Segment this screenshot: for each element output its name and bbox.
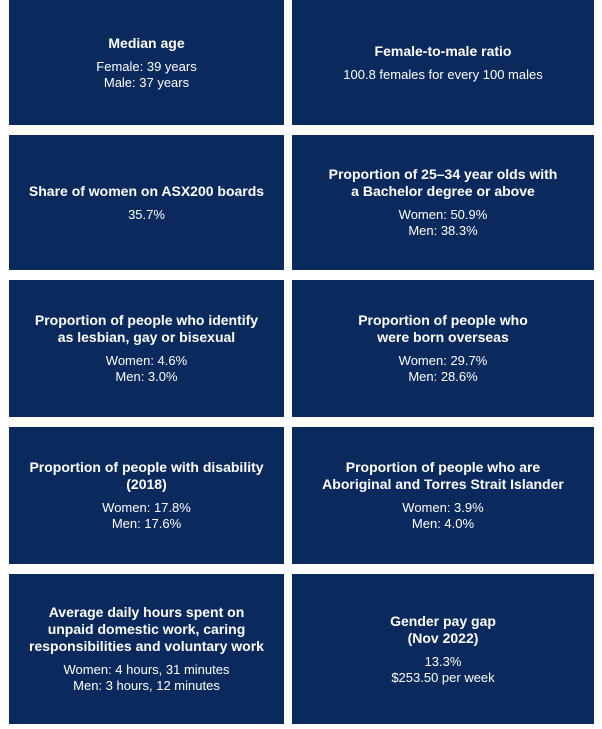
- card-value: Women: 3.9%: [402, 500, 484, 515]
- card-value: $253.50 per week: [391, 669, 495, 685]
- card-value: 13.3%: [424, 653, 462, 669]
- card-title: Median age: [108, 34, 185, 51]
- card-value: Women: 29.7%: [398, 353, 488, 368]
- card-value: 35.7%: [128, 206, 165, 222]
- card-median-age: Median age Female: 39 years Male: 37 yea…: [9, 0, 284, 125]
- card-title: Female-to-male ratio: [374, 42, 512, 59]
- card-value: Men: 3.0%: [115, 369, 178, 384]
- card-value: Men: 17.6%: [111, 516, 182, 531]
- card-title: Proportion of people with disability (20…: [29, 459, 264, 492]
- card-value: Women: 17.8%: [102, 500, 191, 515]
- card-unpaid-work-hours: Average daily hours spent on unpaid dome…: [9, 574, 284, 724]
- card-gender-pay-gap: Gender pay gap (Nov 2022) 13.3% $253.50 …: [292, 574, 594, 724]
- card-female-male-ratio: Female-to-male ratio 100.8 females for e…: [292, 0, 594, 125]
- card-title: Proportion of people who are Aboriginal …: [322, 459, 564, 492]
- card-title: Share of women on ASX200 boards: [28, 182, 265, 199]
- card-title: Gender pay gap (Nov 2022): [390, 612, 496, 646]
- card-disability: Proportion of people with disability (20…: [9, 427, 284, 564]
- card-value: Women: 50.9%: [398, 207, 488, 222]
- card-value: Female: 39 years: [96, 58, 197, 74]
- card-value: Men: 4.0%: [411, 516, 475, 531]
- card-value: Men: 38.3%: [408, 223, 478, 238]
- card-title: Proportion of people who were born overs…: [358, 312, 528, 345]
- card-value: Men: 3 hours, 12 minutes: [73, 678, 220, 693]
- card-born-overseas: Proportion of people who were born overs…: [292, 280, 594, 417]
- card-value: Male: 37 years: [103, 74, 190, 90]
- card-bachelor-degree: Proportion of 25–34 year olds with a Bac…: [292, 135, 594, 270]
- card-value: Women: 4 hours, 31 minutes: [63, 662, 230, 677]
- card-lgb: Proportion of people who identify as les…: [9, 280, 284, 417]
- card-value: 100.8 females for every 100 males: [343, 66, 543, 82]
- card-value: Men: 28.6%: [408, 369, 478, 384]
- card-aboriginal-torres-strait: Proportion of people who are Aboriginal …: [292, 427, 594, 564]
- card-title: Proportion of 25–34 year olds with a Bac…: [328, 166, 558, 199]
- card-value: Women: 4.6%: [105, 353, 188, 368]
- card-women-asx200-boards: Share of women on ASX200 boards 35.7%: [9, 135, 284, 270]
- card-title: Proportion of people who identify as les…: [34, 312, 259, 345]
- card-title: Average daily hours spent on unpaid dome…: [29, 604, 264, 654]
